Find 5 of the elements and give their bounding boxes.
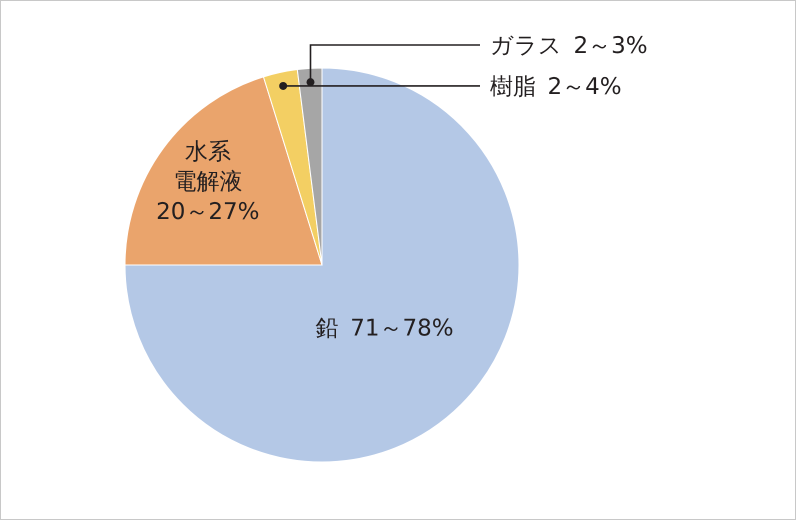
category-label: 樹脂 2～4% bbox=[490, 74, 622, 100]
category-label: ガラス 2～3% bbox=[490, 33, 648, 59]
category-label: 鉛 71～78% bbox=[316, 316, 454, 342]
slice-label: 水系電解液 bbox=[173, 138, 242, 195]
text: 20～27% bbox=[156, 198, 260, 225]
